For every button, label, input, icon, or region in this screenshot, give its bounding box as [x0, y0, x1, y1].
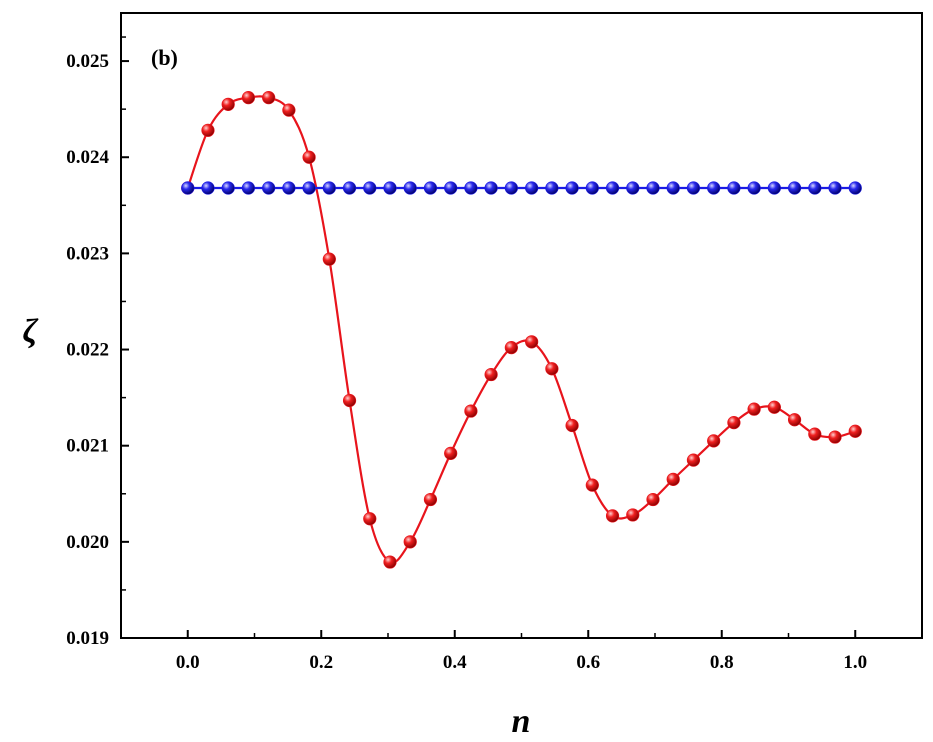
x-tick-label: 1.0 [843, 652, 867, 673]
x-tick-label: 0.4 [443, 652, 467, 673]
series-0-point [262, 91, 276, 105]
series-0-point [666, 472, 680, 486]
series-1-point [707, 181, 721, 195]
series-0 [181, 91, 862, 569]
series-0-point [302, 150, 316, 164]
series-0-point [646, 492, 660, 507]
series-0-point [808, 427, 822, 441]
x-tick-label: 0.0 [176, 652, 200, 673]
series-0-point [605, 509, 620, 523]
series-0-line [186, 95, 856, 564]
series-0-point [525, 335, 539, 349]
series-1-point [828, 181, 842, 195]
series-0-point [403, 535, 417, 549]
series-1-point [646, 181, 660, 195]
series-0-point [747, 402, 761, 416]
ticks-layer: 0.019 0.020 0.021 0.022 0.023 0.024 0.025 0.0 0.… [66, 36, 923, 673]
series-0-point [545, 362, 559, 376]
y-tick-label: 0.025 [66, 51, 109, 72]
series-1-point [747, 181, 761, 195]
series-0-point [444, 446, 458, 460]
series-1-point [504, 181, 518, 195]
series-0-point [828, 430, 842, 444]
panel-label: (b) [151, 45, 178, 70]
series-0-point [221, 97, 235, 111]
series-1-point [666, 181, 680, 195]
series-0-point [848, 424, 862, 438]
series-1-point [221, 181, 235, 195]
series-1-point [201, 181, 215, 195]
series-1-point [342, 181, 357, 195]
series-0-point [383, 555, 397, 569]
series-1-point [525, 181, 539, 195]
series-1-point [363, 181, 377, 195]
series-1-point [403, 181, 417, 195]
series-0-point [484, 367, 498, 382]
series-1-point [787, 181, 802, 195]
series-1-point [686, 181, 701, 195]
series-0-point [585, 478, 599, 492]
series-0-point [282, 103, 296, 117]
series-1-point [181, 181, 195, 195]
series-0-point [241, 91, 256, 105]
series-layer [181, 91, 862, 569]
series-0-point [201, 123, 215, 137]
series-1-point [727, 181, 741, 195]
x-tick-label: 0.6 [576, 652, 600, 673]
y-tick-label: 0.020 [66, 532, 109, 553]
series-1-point [848, 181, 862, 195]
series-0-point [707, 434, 721, 448]
y-tick-label: 0.021 [66, 436, 109, 457]
series-0-point [565, 418, 579, 433]
series-1-point [545, 181, 559, 195]
x-axis-title: n [512, 703, 531, 740]
series-1-point [808, 181, 822, 195]
series-0-point [464, 404, 478, 418]
series-1-point [262, 181, 276, 195]
series-0-point [322, 252, 336, 266]
series-0-point [423, 492, 438, 507]
series-0-point [342, 393, 357, 408]
series-1-point [282, 181, 296, 195]
y-tick-label: 0.024 [66, 147, 109, 168]
series-0-point [767, 400, 781, 414]
series-1-point [585, 181, 599, 195]
series-1-point [444, 181, 458, 195]
series-0-point [727, 416, 741, 430]
y-tick-label: 0.019 [66, 628, 109, 649]
series-1-point [484, 181, 498, 195]
series-0-point [626, 508, 640, 522]
x-tick-label: 0.2 [309, 652, 333, 673]
series-1-point [302, 181, 316, 195]
series-1 [181, 181, 862, 195]
series-0-point [363, 512, 377, 526]
series-1-point [383, 181, 397, 195]
y-tick-label: 0.022 [66, 340, 109, 361]
series-1-point [322, 181, 336, 195]
series-1-point [423, 181, 438, 195]
series-1-point [565, 181, 579, 195]
series-1-point [626, 181, 640, 195]
series-1-point [605, 181, 620, 195]
series-1-point [464, 181, 478, 195]
series-1-point [767, 181, 781, 195]
series-1-point [241, 181, 256, 195]
y-tick-label: 0.023 [66, 243, 109, 264]
x-tick-label: 0.8 [710, 652, 734, 673]
series-0-point [787, 413, 802, 427]
plot-frame [120, 12, 923, 639]
series-0-point [686, 453, 701, 467]
y-axis-title: ζ [23, 313, 39, 350]
series-0-point [504, 341, 518, 355]
